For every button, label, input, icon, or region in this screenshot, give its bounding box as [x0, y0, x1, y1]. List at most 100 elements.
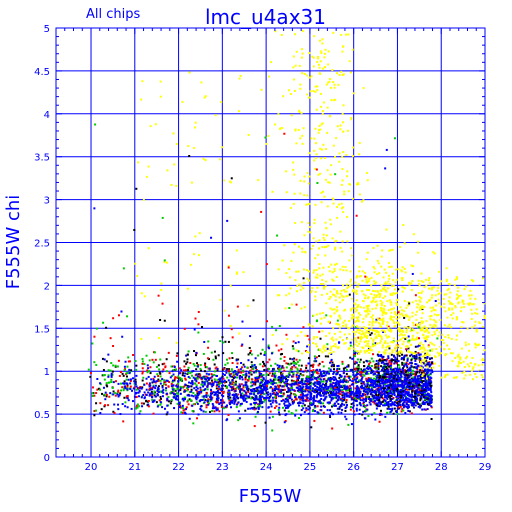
data-point-yellow — [365, 330, 368, 333]
data-point-blue — [339, 389, 342, 392]
data-point-faint-edge — [407, 374, 410, 377]
data-point-yellow — [368, 289, 371, 292]
data-point-blue — [429, 372, 432, 375]
data-point-blue — [310, 398, 313, 401]
data-point-yellow — [308, 152, 311, 155]
data-point-yellow — [385, 312, 388, 315]
data-point-blue — [340, 411, 343, 414]
data-point-green — [302, 389, 305, 392]
data-point-yellow — [379, 334, 382, 337]
data-point-black — [268, 395, 271, 398]
data-point-yellow — [459, 294, 462, 297]
data-point-green — [264, 350, 267, 353]
data-point-green — [236, 376, 239, 379]
data-point-blue — [362, 381, 365, 384]
data-point-faint-edge — [415, 366, 418, 369]
data-point-yellow — [324, 178, 327, 181]
data-point-yellow — [301, 352, 304, 355]
data-point-yellow — [399, 313, 402, 316]
data-point-yellow — [471, 356, 474, 359]
data-point-blue — [352, 373, 355, 376]
data-point-blue — [241, 343, 244, 346]
data-point-black — [410, 374, 413, 377]
data-point-blue — [363, 398, 366, 401]
data-point-yellow — [194, 235, 197, 238]
data-point-yellow — [339, 292, 342, 295]
data-point-yellow — [352, 316, 355, 319]
data-point-black — [322, 405, 325, 408]
data-point-yellow — [475, 308, 478, 311]
data-point-yellow — [474, 312, 477, 315]
data-point-yellow — [381, 344, 384, 347]
data-point-blue — [257, 389, 260, 392]
data-point-blue — [203, 401, 206, 404]
data-point-blue — [151, 392, 154, 395]
data-point-red — [362, 382, 365, 385]
data-point-yellow — [394, 346, 397, 349]
data-point-yellow — [464, 357, 467, 360]
data-point-blue — [384, 394, 387, 397]
data-point-yellow — [364, 310, 367, 313]
data-point-yellow — [325, 302, 328, 305]
data-point-yellow — [423, 305, 426, 308]
data-point-blue — [345, 394, 348, 397]
data-point-green — [311, 382, 314, 385]
data-point-black — [267, 373, 270, 376]
data-point-blue — [313, 395, 316, 398]
data-point-faint-edge — [429, 368, 432, 371]
data-point-blue — [422, 383, 425, 386]
data-point-yellow — [470, 279, 473, 282]
data-point-blue — [341, 399, 344, 402]
data-point-blue — [140, 387, 143, 390]
data-point-faint-edge — [426, 382, 429, 385]
data-point-red — [381, 397, 384, 400]
data-point-blue — [377, 405, 380, 408]
data-point-green — [91, 392, 94, 395]
data-point-red — [369, 361, 372, 364]
data-point-blue — [267, 399, 270, 402]
data-point-green — [153, 392, 156, 395]
data-point-yellow — [427, 335, 430, 338]
data-point-blue — [268, 347, 271, 350]
data-point-black — [360, 382, 363, 385]
data-point-blue — [262, 383, 265, 386]
data-point-black — [338, 376, 341, 379]
data-point-faint-edge — [382, 387, 385, 390]
data-point-faint-edge — [403, 355, 406, 358]
data-point-blue — [402, 381, 405, 384]
data-point-faint-edge — [390, 372, 393, 375]
data-point-blue — [266, 393, 269, 396]
data-point-yellow — [292, 161, 295, 164]
data-point-black — [251, 396, 254, 399]
data-point-faint-edge — [400, 396, 403, 399]
data-point-blue — [139, 386, 142, 389]
data-point-faint-edge — [412, 379, 415, 382]
data-point-yellow — [358, 326, 361, 329]
data-point-blue — [213, 407, 216, 410]
data-point-blue — [358, 408, 361, 411]
data-point-green — [370, 364, 373, 367]
data-point-blue — [426, 392, 429, 395]
data-point-blue — [211, 402, 214, 405]
data-point-yellow — [345, 323, 348, 326]
data-point-blue — [414, 404, 417, 407]
data-point-blue — [244, 391, 247, 394]
data-point-yellow — [341, 265, 344, 268]
data-point-red — [135, 396, 138, 399]
data-point-green — [310, 402, 313, 405]
data-point-red — [259, 375, 262, 378]
data-point-red — [388, 361, 391, 364]
data-point-blue — [368, 390, 371, 393]
data-point-blue — [374, 383, 377, 386]
data-point-blue — [188, 394, 191, 397]
data-point-black — [283, 409, 286, 412]
data-point-faint-edge — [386, 362, 389, 365]
data-point-blue — [352, 402, 355, 405]
data-point-blue — [336, 365, 339, 368]
data-point-faint-edge — [430, 357, 433, 360]
data-point-blue — [133, 395, 136, 398]
data-point-green — [204, 410, 207, 413]
data-point-blue — [297, 402, 300, 405]
data-point-faint-edge — [394, 356, 397, 359]
data-point-yellow — [440, 338, 443, 341]
